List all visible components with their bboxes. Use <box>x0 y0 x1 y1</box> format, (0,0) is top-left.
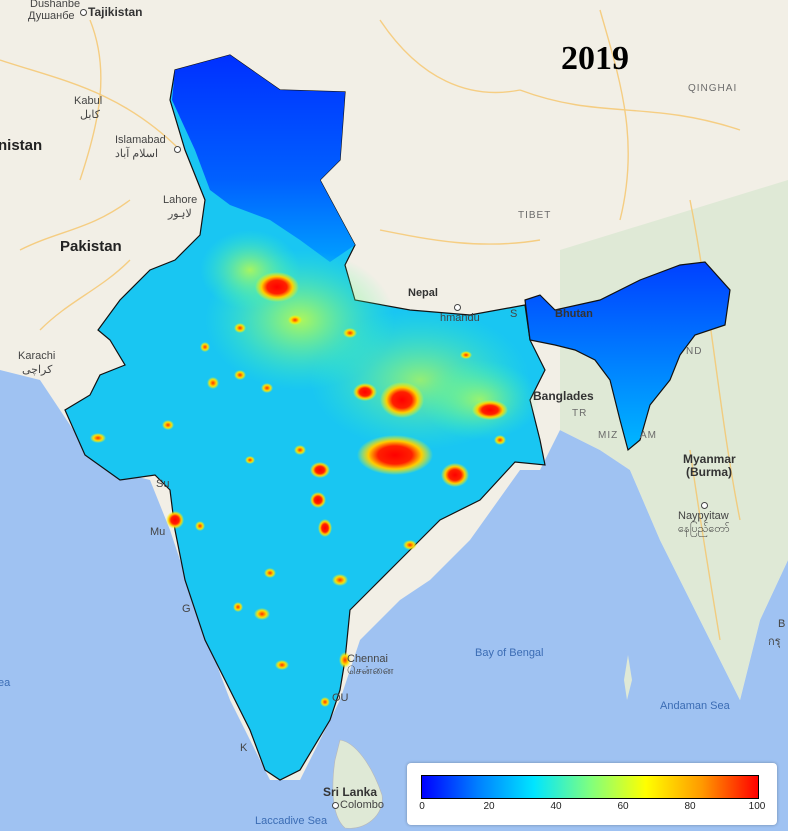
label-chennai: Chennai <box>347 653 388 665</box>
legend-tick: 100 <box>748 801 766 812</box>
legend-tick: 0 <box>419 801 425 812</box>
dushanbe-dot-icon <box>80 9 87 16</box>
kathmandu-dot-icon <box>454 304 461 311</box>
label-dushanbe: Dushanbe <box>30 0 81 10</box>
label-surat: Su <box>156 478 170 490</box>
label-sikkim: S <box>510 308 518 320</box>
label-mumbai: Mu <box>150 526 166 538</box>
label-laccadive-sea: Laccadive Sea <box>255 815 328 827</box>
colorbar-legend: 0 20 40 60 80 100 <box>407 763 777 825</box>
label-bay-of-bengal: Bay of Bengal <box>475 647 544 659</box>
label-ou: OU <box>332 692 349 704</box>
label-qinghai: QINGHAI <box>688 83 738 94</box>
andaman-islands <box>624 655 632 700</box>
label-naypyitaw: Naypyitaw <box>678 510 729 522</box>
label-naypyitaw-local: နေပြည်တော် <box>678 523 730 535</box>
colombo-dot-icon <box>332 802 339 809</box>
pollution-hotspots <box>90 272 508 707</box>
legend-tick: 80 <box>684 801 696 812</box>
label-burma: (Burma) <box>686 465 733 479</box>
islamabad-dot-icon <box>174 146 181 153</box>
label-nd: ND <box>686 346 703 357</box>
label-nepal: Nepal <box>408 287 438 299</box>
label-right-edge-2: กรุ <box>768 636 781 648</box>
colorbar-gradient <box>421 775 759 799</box>
label-kabul: Kabul <box>74 95 103 107</box>
legend-tick: 20 <box>483 801 495 812</box>
label-chennai-local: சென்னை <box>347 665 394 677</box>
north-region <box>172 55 355 262</box>
label-colombo: Colombo <box>340 799 385 811</box>
northeast-region <box>524 261 731 452</box>
naypyitaw-dot-icon <box>701 502 708 509</box>
label-goa: G <box>182 603 191 615</box>
label-lahore-local: لاہور <box>168 208 192 220</box>
green-land <box>560 180 788 700</box>
legend-tick: 40 <box>550 801 562 812</box>
label-myanmar: Myanmar <box>683 452 736 466</box>
label-tibet: TIBET <box>518 210 552 221</box>
label-tr: TR <box>572 408 588 419</box>
label-andaman-sea: Andaman Sea <box>660 700 730 712</box>
label-dushanbe-local: Душанбе <box>28 10 75 22</box>
label-karachi: Karachi <box>18 350 56 362</box>
label-kerala: K <box>240 742 248 754</box>
label-bangladesh: Banglades <box>533 389 594 403</box>
label-lahore: Lahore <box>163 194 198 206</box>
label-islamabad-local: اسلام آباد <box>115 148 159 160</box>
label-karachi-local: کراچی <box>22 364 53 376</box>
label-sri-lanka: Sri Lanka <box>323 785 378 799</box>
label-mizoram-2: AM <box>640 430 657 441</box>
label-afghanistan: nistan <box>0 137 43 154</box>
label-islamabad: Islamabad <box>115 134 166 146</box>
label-mizoram: MIZ <box>598 430 619 441</box>
label-tajikistan: Tajikistan <box>88 5 143 19</box>
map-title-year: 2019 <box>561 40 629 77</box>
label-sea-left: ea <box>0 677 11 689</box>
legend-tick: 60 <box>617 801 629 812</box>
sri-lanka-land <box>332 739 383 829</box>
label-kabul-local: کابل <box>80 109 100 121</box>
label-bhutan: Bhutan <box>555 308 593 320</box>
label-kathmandu: hmandu <box>440 312 480 324</box>
label-right-edge: B <box>778 618 786 630</box>
label-pakistan: Pakistan <box>60 238 122 255</box>
